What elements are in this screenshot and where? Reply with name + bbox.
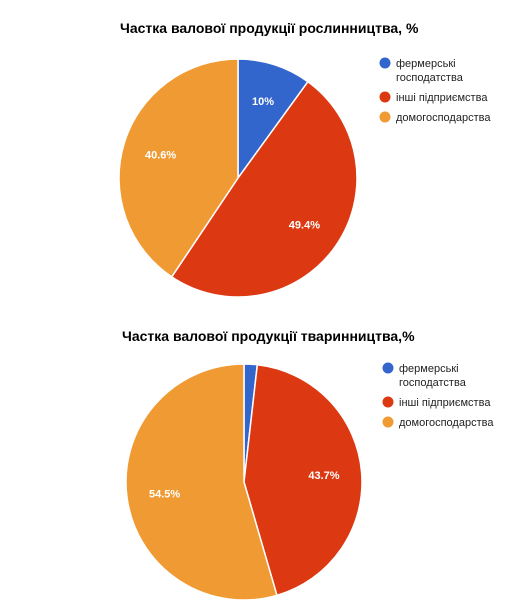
legend-swatch-1 bbox=[382, 396, 394, 408]
chart-title: Частка валової продукції тваринництва,% bbox=[122, 328, 415, 344]
slice-data-label: 43.7% bbox=[308, 470, 339, 482]
pie-slice-2[interactable] bbox=[125, 363, 278, 601]
chart-livestock-production: Частка валової продукції тваринництва,% … bbox=[122, 328, 494, 601]
legend-label-0[interactable]: фермерські господатства bbox=[396, 58, 464, 84]
pie-slice-2[interactable] bbox=[118, 58, 239, 278]
legend-swatch-1 bbox=[379, 91, 391, 103]
pie-slice-1[interactable] bbox=[243, 363, 363, 597]
legend-label-2[interactable]: домогосподарства bbox=[396, 112, 491, 124]
legend-swatch-2 bbox=[379, 111, 391, 123]
slice-data-label: 49.4% bbox=[289, 219, 320, 231]
legend-swatch-0 bbox=[382, 362, 394, 374]
legend-swatch-2 bbox=[382, 416, 394, 428]
slice-data-label: 10% bbox=[252, 96, 274, 108]
legend-label-2[interactable]: домогосподарства bbox=[399, 417, 494, 429]
pie-slice-0[interactable] bbox=[237, 58, 309, 181]
chart-title: Частка валової продукції рослинництва, % bbox=[120, 20, 419, 36]
pie-slice-1[interactable] bbox=[170, 80, 358, 298]
legend-label-0[interactable]: фермерські господатства bbox=[399, 363, 467, 389]
legend-label-1[interactable]: інші підприємства bbox=[396, 92, 488, 104]
slice-data-label: 40.6% bbox=[145, 149, 176, 161]
legend-label-1[interactable]: інші підприємства bbox=[399, 397, 491, 409]
chart-crop-production: Частка валової продукції рослинництва, %… bbox=[118, 20, 491, 298]
legend-swatch-0 bbox=[379, 57, 391, 69]
slice-data-label: 54.5% bbox=[149, 488, 180, 500]
